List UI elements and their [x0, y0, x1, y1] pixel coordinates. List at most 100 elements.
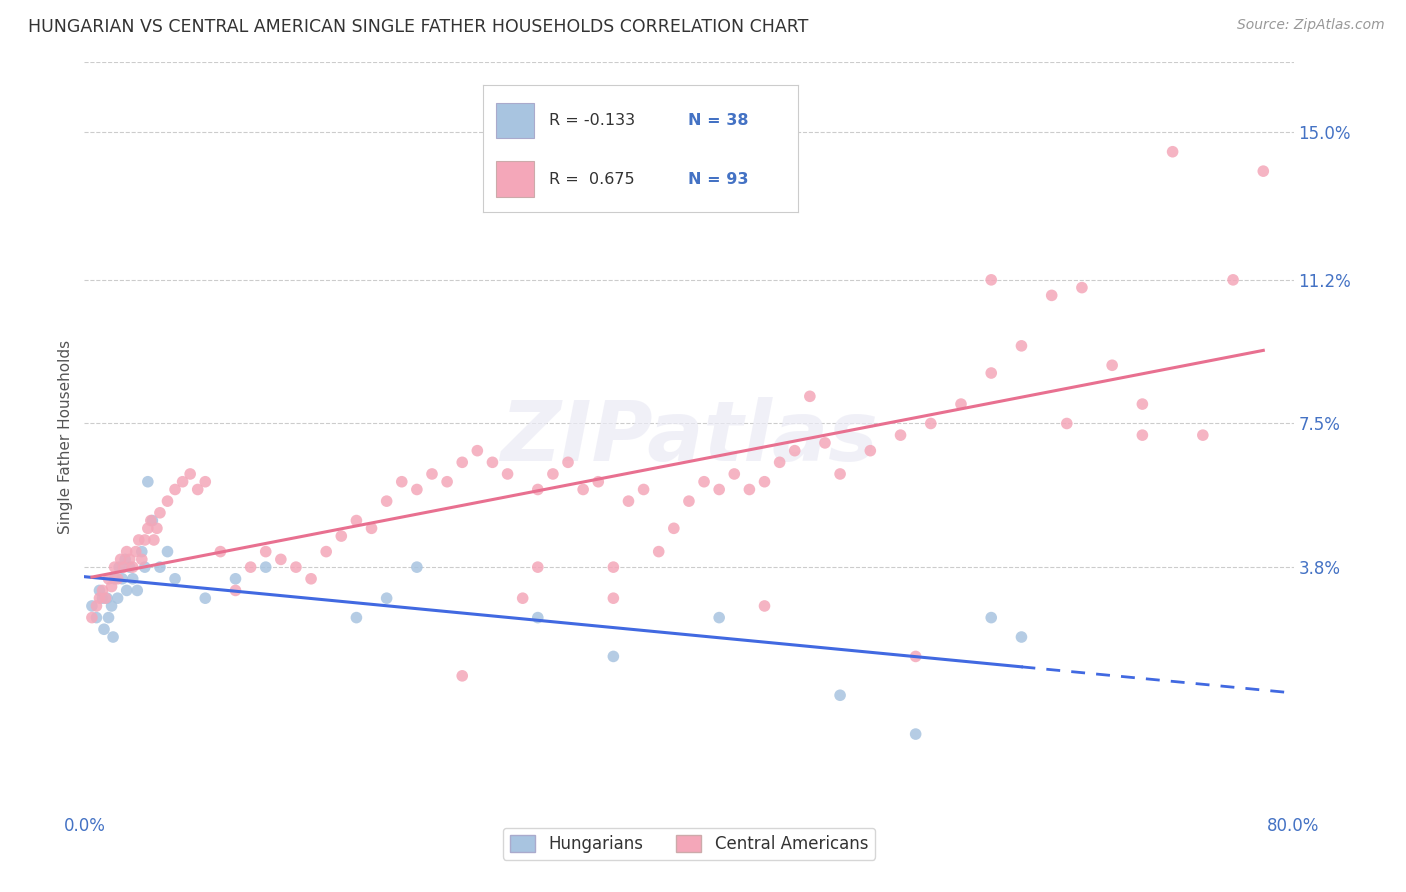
Point — [112, 560, 135, 574]
Point — [100, 599, 122, 613]
Text: ZIPatlas: ZIPatlas — [501, 397, 877, 477]
Point — [527, 483, 550, 497]
Point — [86, 599, 108, 613]
Point — [315, 544, 337, 558]
Point — [104, 572, 127, 586]
Point — [194, 591, 217, 606]
Point — [156, 494, 179, 508]
Point — [142, 533, 165, 547]
Point — [254, 544, 277, 558]
Point — [602, 649, 624, 664]
Point — [1011, 339, 1033, 353]
Point — [94, 591, 117, 606]
Point — [80, 610, 103, 624]
Point — [436, 475, 458, 489]
Point — [209, 544, 232, 558]
Point — [527, 560, 550, 574]
Point — [270, 552, 292, 566]
Point — [709, 610, 731, 624]
Point — [139, 514, 162, 528]
Point — [346, 514, 368, 528]
Point — [136, 475, 159, 489]
Point — [146, 521, 169, 535]
Point — [375, 494, 398, 508]
Point — [346, 610, 368, 624]
Point — [648, 544, 671, 558]
Point — [799, 389, 821, 403]
Point — [830, 688, 852, 702]
Point — [141, 514, 163, 528]
Point — [107, 591, 129, 606]
Point — [980, 366, 1002, 380]
Point — [1161, 145, 1184, 159]
Point — [709, 483, 731, 497]
Point — [149, 506, 172, 520]
Point — [557, 455, 579, 469]
Point — [980, 273, 1002, 287]
Point — [950, 397, 973, 411]
Point — [104, 560, 127, 574]
Point — [118, 552, 141, 566]
Point — [783, 443, 806, 458]
Point — [980, 610, 1002, 624]
Point — [136, 521, 159, 535]
Point — [93, 622, 115, 636]
Point — [467, 443, 489, 458]
Point — [110, 552, 132, 566]
Point — [512, 591, 534, 606]
Point — [131, 552, 153, 566]
Point — [225, 583, 247, 598]
Point — [572, 483, 595, 497]
Point — [156, 544, 179, 558]
Point — [602, 591, 624, 606]
Point — [96, 591, 118, 606]
Point — [114, 552, 136, 566]
Point — [1192, 428, 1215, 442]
Point — [254, 560, 277, 574]
Point — [1056, 417, 1078, 431]
Point — [391, 475, 413, 489]
Point — [662, 521, 685, 535]
Point — [285, 560, 308, 574]
Point — [128, 533, 150, 547]
Point — [299, 572, 322, 586]
Point — [100, 580, 122, 594]
Point — [134, 533, 156, 547]
Point — [1011, 630, 1033, 644]
Point — [904, 727, 927, 741]
Point — [830, 467, 852, 481]
Point — [1101, 358, 1123, 372]
Point — [89, 583, 111, 598]
Point — [194, 475, 217, 489]
Point — [179, 467, 201, 481]
Point — [588, 475, 610, 489]
Point — [904, 649, 927, 664]
Point — [125, 544, 148, 558]
Point — [115, 583, 138, 598]
Point — [121, 572, 143, 586]
Point — [496, 467, 519, 481]
Point — [406, 483, 429, 497]
Point — [375, 591, 398, 606]
Point — [693, 475, 716, 489]
Point — [1040, 288, 1063, 302]
Point — [754, 599, 776, 613]
Point — [1130, 428, 1153, 442]
Point — [738, 483, 761, 497]
Point — [360, 521, 382, 535]
Point — [97, 572, 120, 586]
Point — [134, 560, 156, 574]
Point — [754, 475, 776, 489]
Point — [451, 669, 474, 683]
Point — [89, 591, 111, 606]
Point — [165, 483, 187, 497]
Point — [1222, 273, 1244, 287]
Point — [406, 560, 429, 574]
Point — [602, 560, 624, 574]
Point — [678, 494, 700, 508]
Point — [108, 560, 131, 574]
Point — [541, 467, 564, 481]
Point — [172, 475, 194, 489]
Point — [149, 560, 172, 574]
Point — [890, 428, 912, 442]
